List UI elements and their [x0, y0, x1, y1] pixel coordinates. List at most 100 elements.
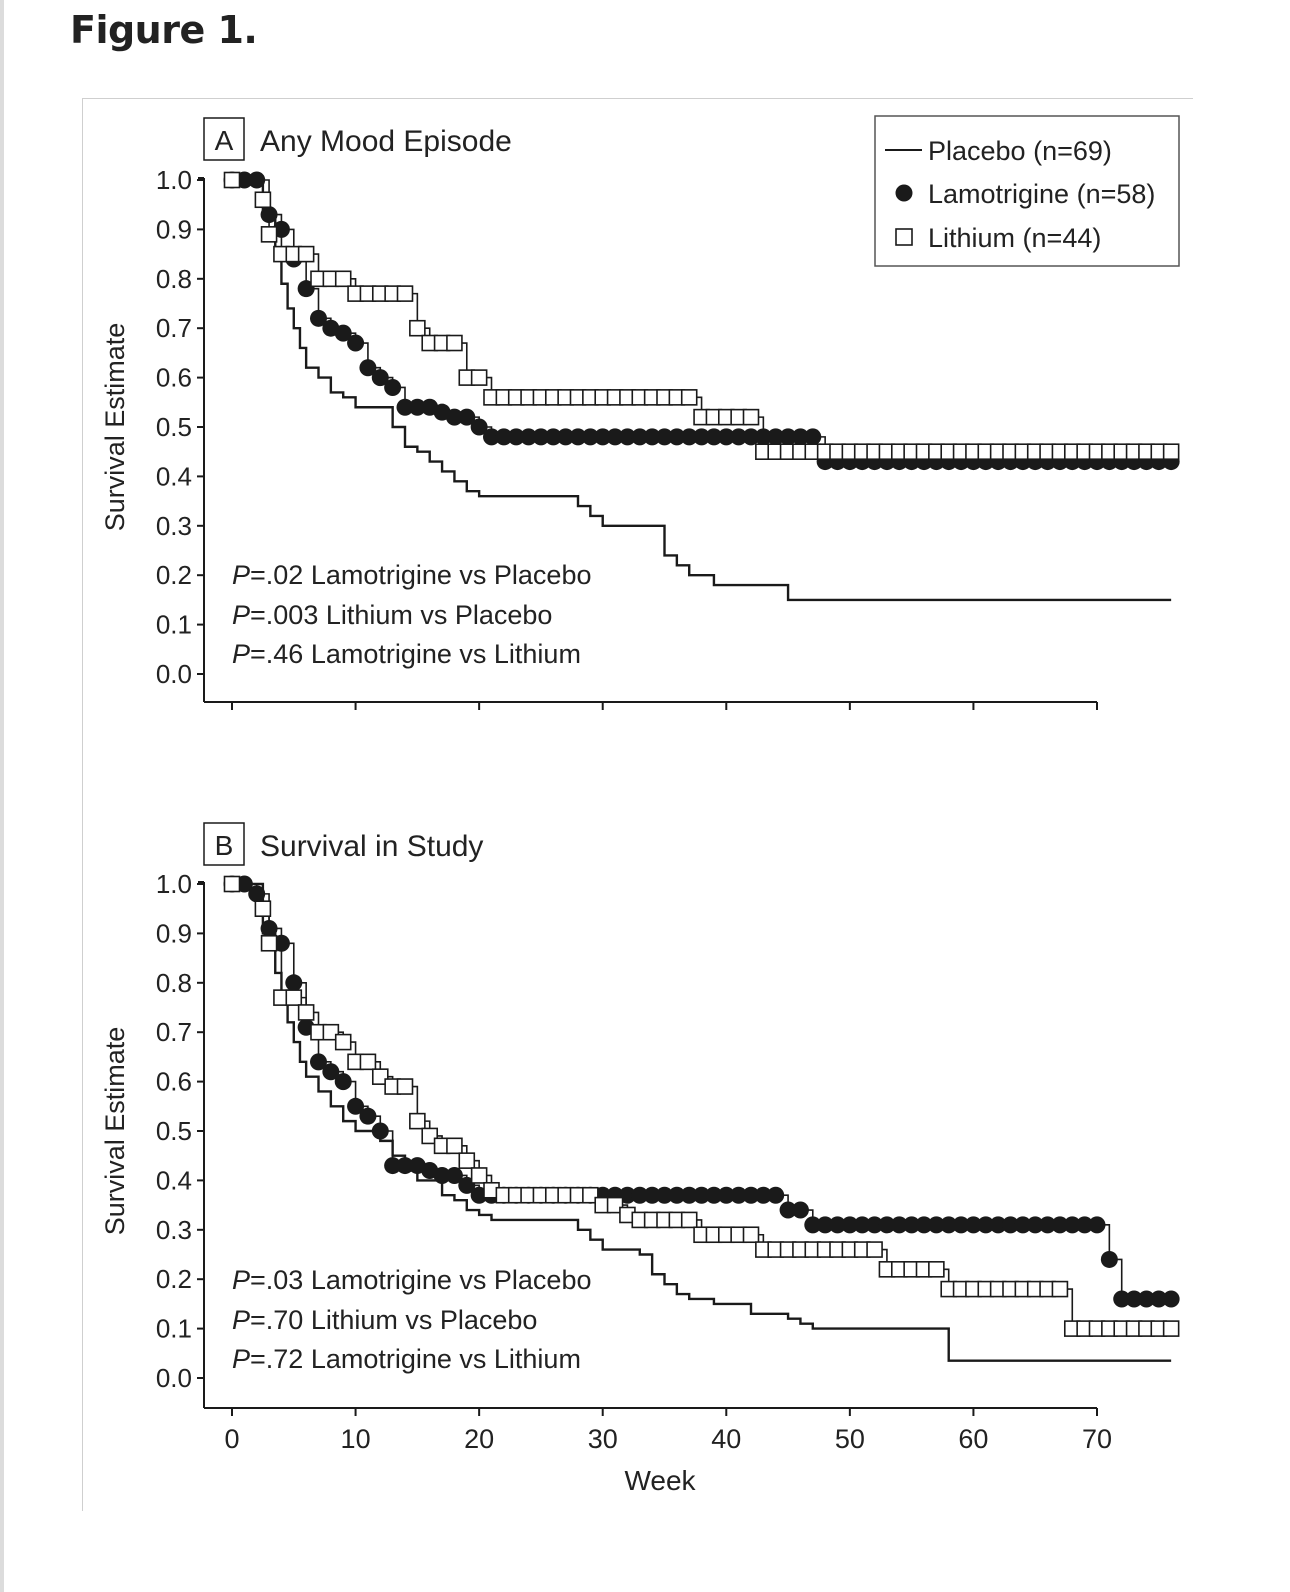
- x-tick-label: 50: [835, 1424, 865, 1454]
- data-point-circle: [445, 1166, 463, 1184]
- data-point-circle: [569, 428, 587, 446]
- data-point-square: [359, 1053, 377, 1071]
- series-lamotrigine: [223, 171, 1180, 471]
- p-value-annotation: P=.02 Lamotrigine vs Placebo: [232, 560, 591, 590]
- data-point-circle: [1026, 1216, 1044, 1234]
- y-tick-label: 0.4: [156, 1165, 192, 1195]
- p-value-text: =.02 Lamotrigine vs Placebo: [250, 560, 591, 590]
- data-point-circle: [804, 428, 822, 446]
- y-tick-label: 0.5: [156, 1116, 192, 1146]
- data-point-circle: [804, 1216, 822, 1234]
- y-tick-label: 0.6: [156, 1067, 192, 1097]
- p-value-annotation: P=.72 Lamotrigine vs Lithium: [232, 1344, 581, 1374]
- data-point-circle: [730, 1186, 748, 1204]
- x-tick-label: 10: [341, 1424, 371, 1454]
- panel-b: 0.0 0.1 0.2 0.3 0.4 0.5 0.6 0.7 0.8 0.9 1.0 0 10 20 30…: [100, 822, 1180, 1496]
- data-point-circle: [742, 1186, 760, 1204]
- data-point-square: [446, 334, 463, 352]
- series-lithium: [223, 171, 1180, 461]
- data-point-circle: [668, 1186, 686, 1204]
- y-tick-label: 0.2: [156, 1264, 192, 1294]
- data-point-circle: [606, 428, 624, 446]
- panel-letter: A: [215, 125, 234, 156]
- data-point-circle: [248, 885, 266, 903]
- p-value-text: =.003 Lithium vs Placebo: [250, 600, 552, 630]
- data-point-circle: [841, 1216, 859, 1234]
- data-point-circle: [1137, 1290, 1155, 1308]
- p-value-text: =.70 Lithium vs Placebo: [250, 1305, 537, 1335]
- data-point-circle: [1100, 1250, 1118, 1268]
- data-point-circle: [791, 428, 809, 446]
- data-point-circle: [371, 1122, 389, 1140]
- data-point-circle: [680, 428, 698, 446]
- data-point-circle: [433, 1166, 451, 1184]
- data-point-circle: [705, 428, 723, 446]
- y-tick-label: 1.0: [156, 165, 192, 195]
- data-point-square: [470, 1167, 488, 1184]
- data-point-circle: [717, 428, 735, 446]
- data-point-circle: [656, 1186, 673, 1204]
- data-point-circle: [915, 1216, 933, 1234]
- data-point-circle: [520, 428, 538, 446]
- x-tick-label: 20: [464, 1424, 494, 1454]
- data-point-circle: [866, 1216, 884, 1234]
- legend-label: Lamotrigine (n=58): [928, 179, 1155, 209]
- data-point-circle: [668, 428, 686, 446]
- data-point-circle: [1113, 1290, 1131, 1308]
- y-tick-label: 0.6: [156, 363, 192, 393]
- data-point-square: [1162, 443, 1180, 461]
- figure-frame: [82, 98, 1193, 1511]
- data-point-circle: [717, 1186, 735, 1204]
- data-point-square: [297, 245, 315, 263]
- data-point-circle: [656, 428, 673, 446]
- series-placebo: [232, 882, 1172, 1362]
- y-tick-label: 0.1: [156, 610, 192, 640]
- panel-letter: B: [215, 830, 234, 861]
- data-point-square: [297, 1004, 315, 1021]
- y-tick-label: 0.7: [156, 1017, 192, 1047]
- data-point-square: [928, 1261, 945, 1278]
- data-point-circle: [557, 428, 575, 446]
- data-point-circle: [1063, 1216, 1081, 1234]
- x-tick-label: 0: [224, 1424, 239, 1454]
- p-symbol: P: [232, 560, 250, 590]
- series-line: [232, 178, 1172, 602]
- p-symbol: P: [232, 1265, 250, 1295]
- legend-box: [874, 115, 1180, 267]
- data-point-square: [260, 934, 278, 952]
- data-point-circle: [940, 1216, 958, 1234]
- x-tick-label: 60: [958, 1424, 988, 1454]
- data-point-circle: [890, 1216, 908, 1234]
- data-point-circle: [1002, 1216, 1019, 1234]
- data-point-circle: [334, 1073, 352, 1091]
- data-point-circle: [359, 359, 377, 377]
- data-point-circle: [705, 1186, 723, 1204]
- data-point-square: [396, 1078, 414, 1095]
- data-point-circle: [952, 1216, 970, 1234]
- p-value-annotation: P=.46 Lamotrigine vs Lithium: [232, 639, 581, 669]
- panel-title: Any Mood Episode: [260, 125, 512, 158]
- data-point-circle: [445, 408, 463, 426]
- data-point-circle: [693, 428, 711, 446]
- data-point-circle: [408, 398, 426, 416]
- data-point-square: [285, 989, 303, 1006]
- data-point-circle: [680, 1186, 698, 1204]
- data-point-square: [254, 191, 272, 209]
- data-point-square: [1162, 1320, 1180, 1337]
- data-point-circle: [310, 1053, 327, 1071]
- p-value-text: =.03 Lamotrigine vs Placebo: [250, 1265, 591, 1295]
- data-point-circle: [347, 1097, 365, 1115]
- data-point-circle: [1162, 1290, 1180, 1308]
- y-tick-label: 0.1: [156, 1314, 192, 1344]
- data-point-circle: [310, 309, 327, 327]
- data-point-circle: [581, 428, 599, 446]
- data-point-square: [582, 1186, 599, 1204]
- p-value-annotation: P=.03 Lamotrigine vs Placebo: [232, 1265, 591, 1295]
- p-symbol: P: [232, 600, 250, 630]
- data-point-square: [446, 1137, 463, 1155]
- data-point-circle: [285, 974, 303, 992]
- data-point-circle: [495, 428, 513, 446]
- y-axis-label: Survival Estimate: [100, 323, 130, 532]
- y-tick-label: 0.9: [156, 918, 192, 948]
- x-tick-label: 30: [588, 1424, 618, 1454]
